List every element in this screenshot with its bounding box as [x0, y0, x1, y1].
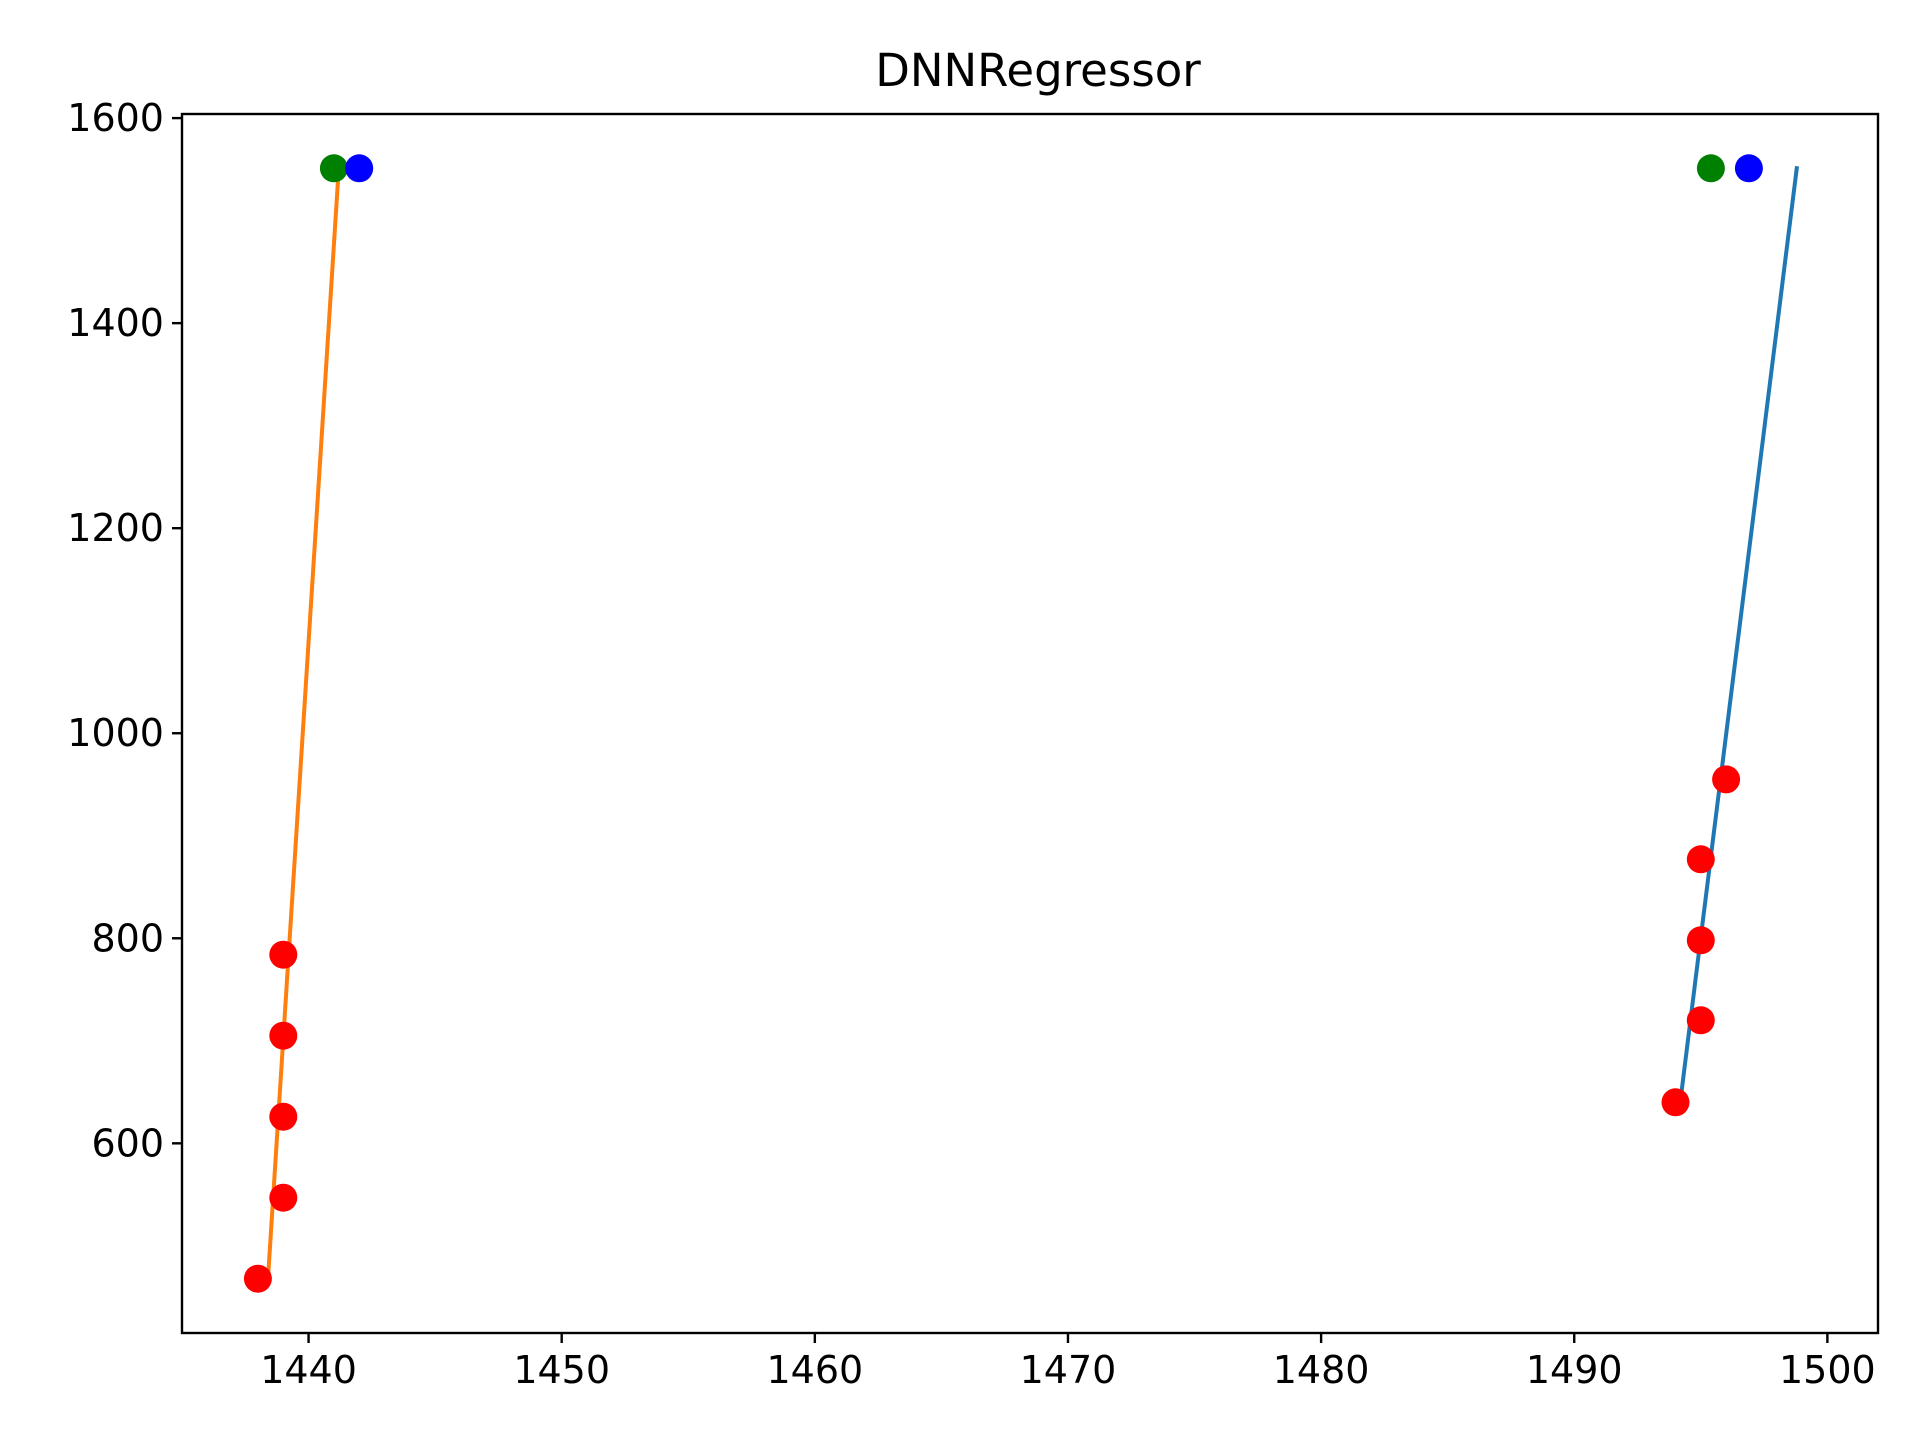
scatter-point-2-0: [345, 154, 374, 183]
scatter-point-0-5: [1661, 1088, 1690, 1117]
series-line-3: [266, 166, 341, 1277]
scatter-point-0-6: [1686, 1006, 1715, 1035]
scatter-point-0-4: [269, 940, 298, 969]
y-tick-label-2: 1000: [67, 711, 164, 755]
x-tick-label-4: 1480: [1273, 1348, 1370, 1392]
chart-marks: [243, 154, 1799, 1293]
scatter-point-2-1: [1734, 154, 1763, 183]
x-tick-label-6: 1500: [1779, 1348, 1876, 1392]
x-tick-label-3: 1470: [1020, 1348, 1117, 1392]
scatter-point-0-0: [243, 1264, 272, 1293]
scatter-point-1-0: [319, 154, 348, 183]
y-tick-label-5: 1600: [67, 96, 164, 140]
y-tick-label-0: 600: [91, 1121, 164, 1165]
x-tick-label-5: 1490: [1526, 1348, 1623, 1392]
y-tick-label-1: 800: [91, 916, 164, 960]
scatter-point-0-2: [269, 1102, 298, 1131]
scatter-point-0-3: [269, 1021, 298, 1050]
scatter-point-0-8: [1686, 845, 1715, 874]
series-line-4: [1678, 166, 1799, 1100]
scatter-point-0-1: [269, 1183, 298, 1212]
chart-axes: 1440 1450 1460 1470 1480 1490 1500 600 800 1000 12…: [67, 96, 1880, 1392]
scatter-point-0-7: [1686, 926, 1715, 955]
x-tick-label-2: 1460: [766, 1348, 863, 1392]
scatter-point-0-9: [1712, 765, 1741, 794]
x-tick-label-0: 1440: [260, 1348, 357, 1392]
chart-title: DNNRegressor: [875, 44, 1201, 97]
y-tick-label-3: 1200: [67, 506, 164, 550]
x-tick-label-1: 1450: [513, 1348, 610, 1392]
plot-frame: [180, 112, 1880, 1335]
y-tick-label-4: 1400: [67, 301, 164, 345]
scatter-point-1-1: [1696, 154, 1725, 183]
